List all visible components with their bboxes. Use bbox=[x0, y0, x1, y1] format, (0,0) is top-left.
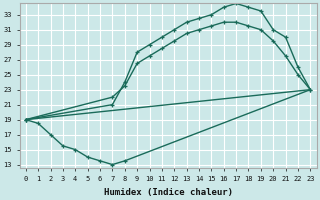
X-axis label: Humidex (Indice chaleur): Humidex (Indice chaleur) bbox=[104, 188, 233, 197]
